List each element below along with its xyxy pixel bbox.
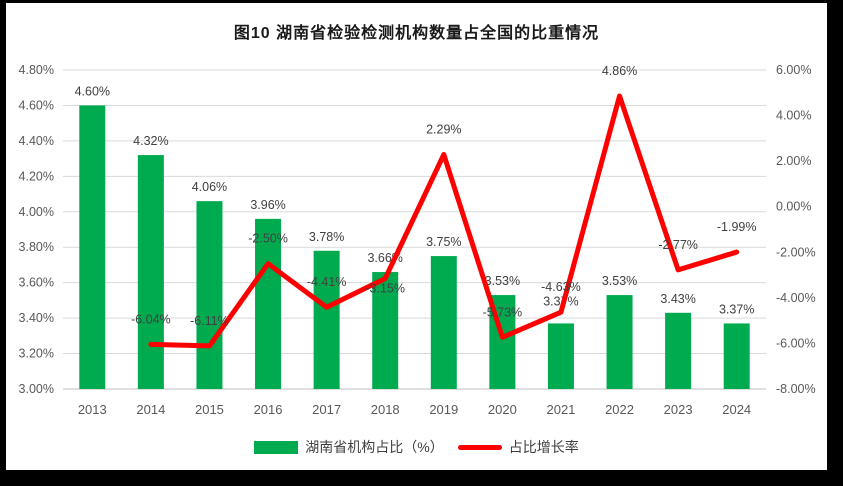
bar <box>255 218 282 389</box>
bar-value-label: 3.53% <box>485 274 520 288</box>
line-value-label: -3.15% <box>365 281 405 295</box>
chart-legend: 湖南省机构占比（%） 占比增长率 <box>6 437 827 457</box>
x-axis-label: 2024 <box>722 402 751 417</box>
line-value-label: -6.11% <box>190 314 229 328</box>
bar-value-label: 3.43% <box>660 292 695 306</box>
x-axis-label: 2023 <box>664 402 693 417</box>
bar <box>606 295 633 389</box>
bar-value-label: 4.60% <box>75 84 110 98</box>
right-axis-tick-label: 4.00% <box>776 109 811 123</box>
x-axis-label: 2020 <box>488 402 517 417</box>
x-axis-label: 2015 <box>195 402 224 417</box>
bar-value-label: 4.06% <box>192 180 227 194</box>
bar <box>665 312 692 389</box>
bar-value-label: 3.37% <box>543 294 578 308</box>
line-value-label: -4.63% <box>541 280 581 294</box>
x-axis-label: 2021 <box>546 402 575 417</box>
left-axis-tick-label: 3.40% <box>19 311 54 325</box>
bar <box>430 256 457 389</box>
left-axis-tick-label: 3.00% <box>19 382 54 396</box>
line-value-label: 4.86% <box>602 64 637 78</box>
right-axis-tick-label: -8.00% <box>776 382 816 396</box>
x-axis-label: 2017 <box>312 402 341 417</box>
right-axis-tick-label: 2.00% <box>776 154 811 168</box>
line-value-label: -5.73% <box>483 305 523 319</box>
bar <box>79 105 106 389</box>
bar <box>723 323 750 389</box>
bar <box>372 272 399 389</box>
growth-line <box>148 93 740 349</box>
bar-value-label: 3.37% <box>719 302 754 316</box>
left-axis-tick-label: 3.20% <box>19 347 54 361</box>
right-axis-tick-label: -4.00% <box>776 291 816 305</box>
line-value-label: -2.50% <box>248 232 288 246</box>
x-axis-label: 2014 <box>136 402 165 417</box>
bar <box>547 323 574 389</box>
legend-line-series-label: 占比增长率 <box>508 439 579 455</box>
x-axis-label: 2019 <box>429 402 458 417</box>
chart-canvas: 图10 湖南省检验检测机构数量占全国的比重情况 4.80% 4.60% 4.40% 4… <box>6 3 827 470</box>
x-axis-label: 2022 <box>605 402 634 417</box>
left-axis-tick-label: 4.20% <box>19 169 54 183</box>
right-axis-tick-label: 0.00% <box>776 200 811 214</box>
right-axis-tick-label: -2.00% <box>776 245 816 259</box>
x-axis-label: 2013 <box>78 402 107 417</box>
line-series-swatch-icon <box>457 444 502 450</box>
legend-item-bar-series: 湖南省机构占比（%） <box>254 437 444 457</box>
bar <box>196 201 223 389</box>
left-axis-tick-label: 4.80% <box>19 63 54 77</box>
bar <box>137 155 164 389</box>
right-axis-tick-label: -6.00% <box>776 336 816 350</box>
bar-value-label: 3.75% <box>426 235 461 249</box>
bar-value-label: 3.96% <box>250 198 285 212</box>
right-axis-tick-label: 6.00% <box>776 63 811 77</box>
bar-value-label: 3.53% <box>602 274 637 288</box>
bar <box>313 250 340 389</box>
line-value-label: 2.29% <box>426 123 461 137</box>
line-value-label: -4.41% <box>307 275 347 289</box>
bar-series-swatch-icon <box>254 440 299 454</box>
left-axis-tick-label: 4.40% <box>19 134 54 148</box>
left-axis-tick-label: 3.60% <box>19 276 54 290</box>
line-value-label: -1.99% <box>717 220 757 234</box>
line-value-label: -2.77% <box>658 238 698 252</box>
left-axis-tick-label: 4.60% <box>19 98 54 112</box>
line-value-label: -6.04% <box>131 312 171 326</box>
left-axis-tick-label: 4.00% <box>19 205 54 219</box>
chart-title: 图10 湖南省检验检测机构数量占全国的比重情况 <box>233 25 600 42</box>
left-axis-tick-label: 3.80% <box>19 240 54 254</box>
bar-value-label: 4.32% <box>133 134 168 148</box>
x-axis-label: 2018 <box>371 402 400 417</box>
x-axis-label: 2016 <box>254 402 283 417</box>
legend-item-line-series: 占比增长率 <box>457 437 579 457</box>
legend-bar-series-label: 湖南省机构占比（%） <box>305 439 444 455</box>
bar-value-label: 3.78% <box>309 230 344 244</box>
chart-plot-area: 4.80% 4.60% 4.40% 4.20% 4.00% 3.80% 3.60% 3.40%… <box>19 63 816 417</box>
